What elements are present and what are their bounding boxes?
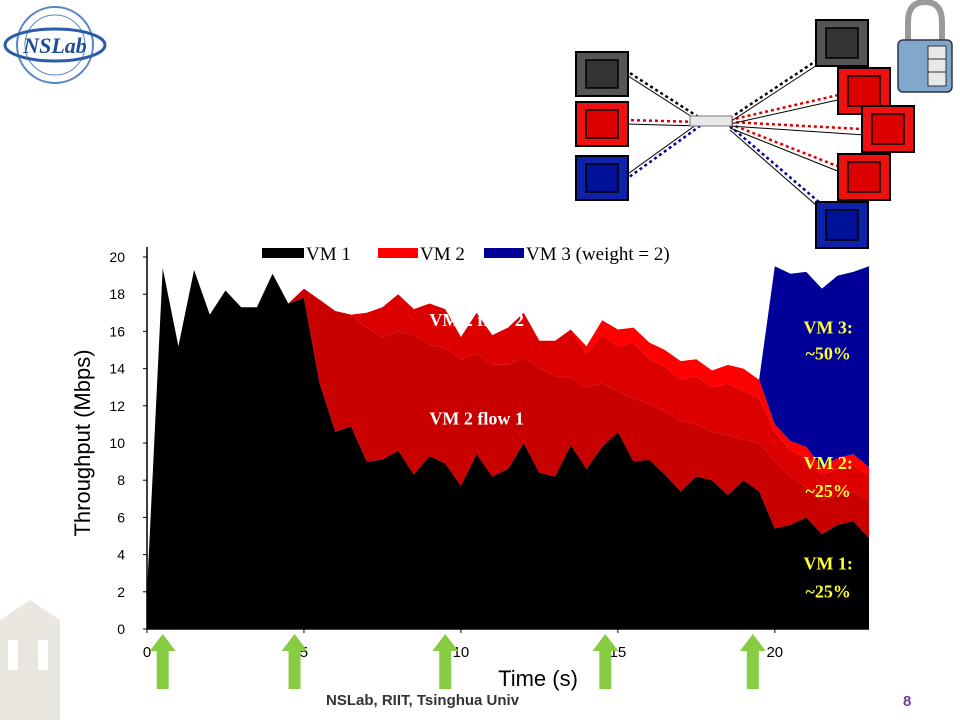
legend-label: VM 1 [306,244,351,265]
y-axis-label: Throughput (Mbps) [70,349,95,536]
y-tick-label: 14 [109,361,125,377]
area-vm-3 [147,266,869,592]
y-tick-label: 8 [117,472,125,488]
nslab-logo: NSLab [3,6,107,84]
event-marker-arrow [149,634,176,689]
annotation-label: VM 2: [803,453,852,473]
y-tick-label: 4 [117,547,125,563]
y-tick-label: 12 [109,398,125,414]
event-marker-arrow [432,634,459,689]
x-tick-label: 20 [766,644,783,661]
event-marker-arrow [592,634,619,689]
dest-red-box-2 [861,105,915,153]
network-diagram [575,0,953,249]
legend-swatch [484,248,524,258]
dest-red-box-3 [837,153,891,201]
legend-swatch [262,248,304,258]
y-tick-label: 0 [117,621,125,637]
building-watermark [0,600,60,720]
area-vm-1 [147,268,869,629]
annotation-label: VM 1: [803,553,852,573]
y-tick-labels: 0 2 4 6 8 10 12 14 16 18 20 [109,249,125,637]
legend-label: VM 2 [420,244,465,265]
dest-blue-box [815,201,869,249]
annotation-label: VM 2 flow 3 [646,301,740,321]
x-tick-label: 5 [300,644,308,661]
y-tick-label: 18 [109,286,125,302]
footer-text: NSLab, RIIT, Tsinghua Univ [326,692,520,709]
y-tick-label: 6 [117,509,125,525]
annotation-label: ~25% [806,481,851,501]
vm2-source-box [575,101,629,147]
annotation-label: VM 2 flow 1 [429,408,523,428]
x-tick-label: 10 [453,644,470,661]
event-marker-arrow [281,634,308,689]
chart-annotations: VM 2 flow 1 VM 2 flow 2 VM 2 flow 3 VM 3: ~5… [429,301,853,602]
annotation-label: VM 3: [803,317,852,337]
y-tick-label: 2 [117,584,125,600]
legend-label: VM 3 (weight = 2) [526,244,670,265]
page-number: 8 [903,693,912,710]
area-vm-2-flow-2 [147,268,869,592]
vm1-source-box [575,51,629,97]
annotation-label: ~25% [806,581,851,601]
annotation-label: VM 2 flow 2 [429,310,523,330]
event-marker-arrow [739,634,766,689]
annotation-label: ~50% [806,343,851,363]
y-tick-label: 20 [109,249,125,265]
network-switch [689,115,733,127]
x-tick-label: 0 [143,644,151,661]
chart-areas [147,266,869,629]
y-tick-label: 16 [109,323,125,339]
event-marker-arrows [149,634,766,689]
lock-icon [897,0,953,93]
area-vm-2-flow-1 [147,268,869,592]
vm3-source-box [575,155,629,201]
chart-legend: VM 1 VM 2 VM 3 (weight = 2) [262,244,670,265]
x-axis-label: Time (s) [498,666,578,691]
chart-axes [143,247,869,633]
y-tick-label: 10 [109,435,125,451]
x-tick-labels: 0 5 10 15 20 [143,644,783,661]
logo-text: NSLab [22,33,87,58]
dest-black-box [815,19,869,67]
legend-swatch [378,248,418,258]
